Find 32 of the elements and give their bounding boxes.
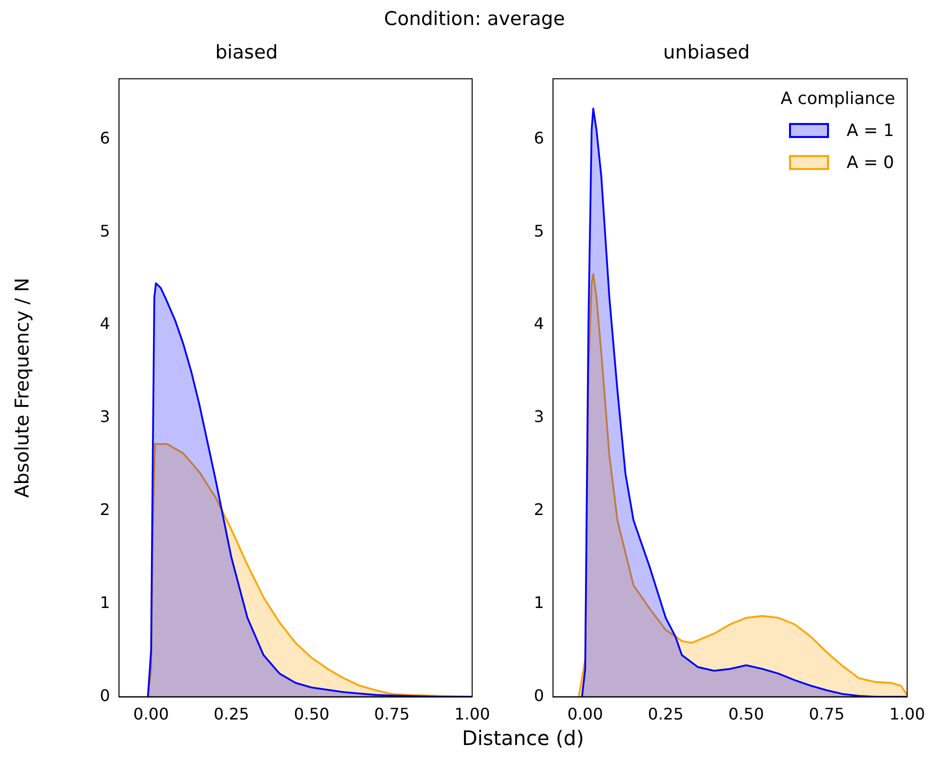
chart-title: biased <box>215 41 278 64</box>
legend-label: A = 0 <box>846 152 894 175</box>
y-tick-label: 1 <box>100 593 110 612</box>
x-tick-label: 1.00 <box>454 704 490 724</box>
y-tick-label: 5 <box>100 221 110 240</box>
y-tick-label: 6 <box>534 128 544 148</box>
y-tick-label: 6 <box>100 128 110 148</box>
y-tick-label: 4 <box>534 314 544 334</box>
legend-label: A = 1 <box>846 120 894 143</box>
x-tick-label: 0.50 <box>728 704 764 724</box>
x-tick-label: 1.00 <box>889 704 925 724</box>
x-tick-label: 0.00 <box>567 704 604 724</box>
y-tick-label: 2 <box>534 500 544 520</box>
y-tick-label: 3 <box>100 407 110 426</box>
x-tick-label: 0.00 <box>133 704 169 724</box>
x-tick-label: 0.25 <box>648 704 684 724</box>
chart-title: unbiased <box>663 41 750 64</box>
y-tick-label: 5 <box>534 221 544 240</box>
y-tick-label: 1 <box>534 593 544 612</box>
y-axis-title: Absolute Frequency / N <box>11 278 34 498</box>
x-tick-label: 0.75 <box>374 704 410 724</box>
legend-title: A compliance <box>780 88 896 111</box>
y-tick-label: 3 <box>534 407 544 426</box>
x-tick-label: 0.75 <box>808 704 845 724</box>
x-axis-title: Distance (d) <box>460 726 586 750</box>
y-tick-label: 0 <box>534 686 544 705</box>
y-tick-label: 0 <box>100 686 110 705</box>
y-tick-label: 2 <box>100 500 110 520</box>
x-tick-label: 0.50 <box>294 704 330 724</box>
y-tick-label: 4 <box>100 314 110 334</box>
text: Condition: average <box>383 8 566 30</box>
x-tick-label: 0.25 <box>214 704 250 724</box>
